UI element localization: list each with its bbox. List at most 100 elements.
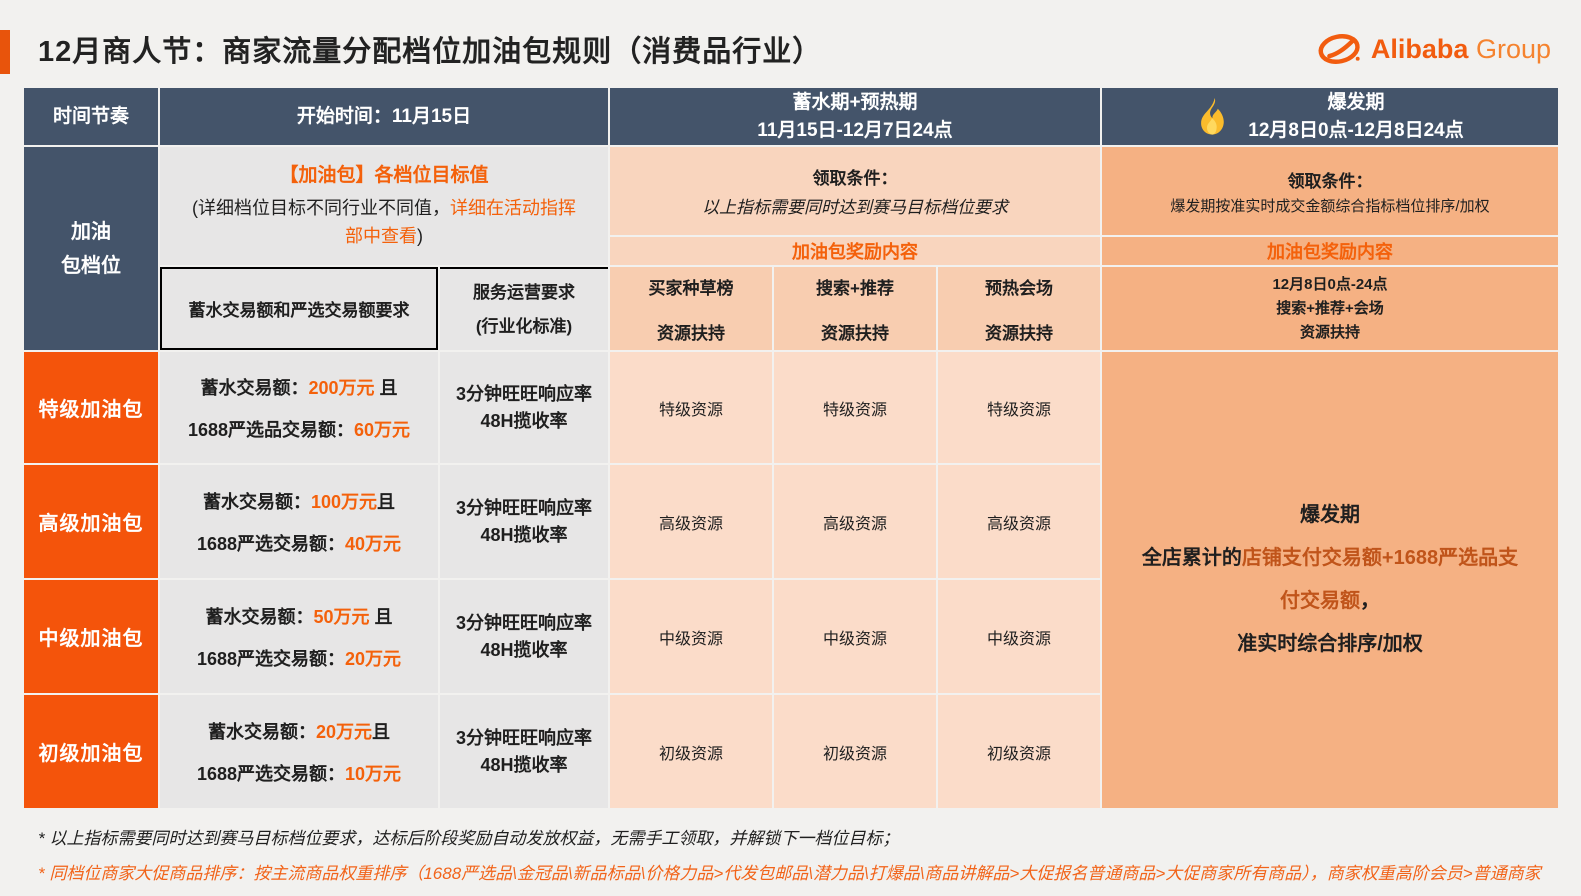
phase2-name: 爆发期 (1327, 91, 1385, 113)
phase2-claim-detail: 爆发期按准实时成交金额综合指标档位排序/加权 (1170, 197, 1490, 215)
phase1-claim-title: 领取条件： (812, 169, 898, 188)
rules-table: 时间节奏 开始时间：11月15日 蓄水期+预热期 11月15日-12月7日24点… (24, 88, 1558, 808)
req1-label: 蓄水交易额： (202, 491, 311, 512)
phase2-claim-cell: 领取条件： 爆发期按准实时成交金额综合指标档位排序/加权 (1102, 147, 1558, 235)
req1-label: 蓄水交易额： (200, 377, 309, 398)
header-phase2: 爆发期 12月8日0点-12月8日24点 (1102, 88, 1558, 145)
phase1-col-header-grass: 买家种草榜 资源扶持 (610, 267, 772, 350)
phase2-body-line2: 全店累计的店铺支付交易额+1688严选品支付交易额， (1136, 537, 1524, 623)
req-line1: 蓄水交易额：20万元且 (208, 718, 390, 744)
phase2-col-header-line2: 搜索+推荐+会场 (1276, 299, 1384, 317)
trade-requirement-header: 蓄水交易额和严选交易额要求 (160, 267, 438, 350)
service-line1: 3分钟旺旺响应率 (455, 727, 592, 748)
phase2-body-highlight: 店铺支付交易额+1688严选品支付交易额 (1241, 547, 1519, 612)
col-header-line1: 买家种草榜 (648, 278, 734, 298)
req2-value: 40万元 (345, 533, 402, 554)
phase1-reward-label: 加油包奖励内容 (610, 237, 1100, 265)
phase1-claim-detail: 以上指标需要同时达到赛马目标档位要求 (702, 198, 1008, 217)
req1-suffix: 且 (369, 606, 393, 627)
req-line2: 1688严选交易额：20万元 (197, 645, 401, 671)
req1-label: 蓄水交易额： (205, 606, 314, 627)
req2-label: 1688严选交易额： (196, 648, 345, 669)
tier-requirements: 蓄水交易额：200万元 且 1688严选品交易额：60万元 (160, 352, 438, 463)
req2-label: 1688严选交易额： (196, 763, 345, 784)
req1-value: 50万元 (313, 606, 370, 627)
footnote-1: * 以上指标需要同时达到赛马目标档位要求，达标后阶段奖励自动发放权益，无需手工领… (38, 829, 900, 848)
req1-label: 蓄水交易额： (207, 721, 316, 742)
tier-column-label-line2: 包档位 (61, 254, 121, 277)
footnote-2: * 同档位商家大促商品排序：按主流商品权重排序（1688严选品\金冠品\新品标品… (38, 863, 1541, 883)
req1-suffix: 且 (377, 491, 396, 512)
service-line2: 48H揽收率 (480, 410, 568, 431)
resource-cell: 中级资源 (774, 580, 936, 693)
service-line2: 48H揽收率 (480, 639, 568, 660)
phase2-body-prefix: 全店累计的 (1141, 547, 1242, 569)
phase2-body-line3: 准实时综合排序/加权 (1237, 633, 1423, 655)
req-line1: 蓄水交易额：100万元且 (203, 488, 395, 514)
resource-cell: 初级资源 (610, 695, 772, 808)
phase2-body-suffix: ， (1360, 590, 1380, 612)
req-line1: 蓄水交易额：200万元 且 (200, 374, 397, 400)
tier-requirements: 蓄水交易额：50万元 且 1688严选交易额：20万元 (160, 580, 438, 693)
target-value-cell: 【加油包】各档位目标值 (详细档位目标不同行业不同值，详细在活动指挥部中查看) (160, 147, 608, 265)
tier-service-requirement: 3分钟旺旺响应率 48H揽收率 (440, 465, 608, 578)
resource-cell: 特级资源 (938, 352, 1100, 463)
resource-cell: 初级资源 (938, 695, 1100, 808)
service-header-line1: 服务运营要求 (473, 282, 575, 302)
header-start-time: 开始时间：11月15日 (160, 88, 608, 145)
phase2-reward-label: 加油包奖励内容 (1102, 237, 1558, 265)
req2-value: 10万元 (345, 763, 402, 784)
page-title: 12月商人节：商家流量分配档位加油包规则（消费品行业） (38, 36, 823, 68)
tier-service-requirement: 3分钟旺旺响应率 48H揽收率 (440, 580, 608, 693)
col-header-line1: 搜索+推荐 (816, 278, 894, 298)
footnotes: * 以上指标需要同时达到赛马目标档位要求，达标后阶段奖励自动发放权益，无需手工领… (38, 822, 1558, 892)
logo-suffix: Group (1475, 33, 1551, 64)
phase2-claim-title: 领取条件： (1287, 171, 1373, 191)
resource-cell: 特级资源 (774, 352, 936, 463)
tier-column-label: 加油 包档位 (24, 147, 158, 350)
header-phase1: 蓄水期+预热期 11月15日-12月7日24点 (610, 88, 1100, 145)
tier-label-mid: 中级加油包 (24, 580, 158, 693)
header-time-label: 时间节奏 (24, 88, 158, 145)
phase1-name: 蓄水期+预热期 (792, 91, 918, 113)
tier-column-label-line1: 加油 (71, 220, 111, 243)
req1-suffix: 且 (374, 377, 398, 398)
phase2-col-header: 12月8日0点-24点 搜索+推荐+会场 资源扶持 (1102, 267, 1558, 350)
tier-label-high: 高级加油包 (24, 465, 158, 578)
phase2-body-line1: 爆发期 (1300, 504, 1360, 526)
phase1-col-header-search: 搜索+推荐 资源扶持 (774, 267, 936, 350)
col-header-line1: 预热会场 (985, 278, 1053, 298)
resource-cell: 高级资源 (938, 465, 1100, 578)
target-detail-link: 详细在活动指挥部中查看 (345, 197, 576, 246)
tier-requirements: 蓄水交易额：20万元且 1688严选交易额：10万元 (160, 695, 438, 808)
phase1-claim-cell: 领取条件： 以上指标需要同时达到赛马目标档位要求 (610, 147, 1100, 235)
phase2-col-header-line1: 12月8日0点-24点 (1272, 275, 1388, 293)
resource-cell: 高级资源 (774, 465, 936, 578)
req-line2: 1688严选交易额：40万元 (197, 530, 401, 556)
req-line1: 蓄水交易额：50万元 且 (205, 603, 392, 629)
logo-brand: Alibaba (1370, 33, 1469, 64)
tier-label-basic: 初级加油包 (24, 695, 158, 808)
target-detail-prefix: (详细档位目标不同行业不同值， (192, 197, 450, 218)
service-line1: 3分钟旺旺响应率 (455, 383, 592, 404)
resource-cell: 中级资源 (938, 580, 1100, 693)
req2-value: 20万元 (345, 648, 402, 669)
phase2-body-cell: 爆发期 全店累计的店铺支付交易额+1688严选品支付交易额， 准实时综合排序/加… (1102, 352, 1558, 808)
col-header-line2: 资源扶持 (821, 323, 889, 343)
target-title: 【加油包】各档位目标值 (279, 165, 489, 187)
target-detail-suffix: ) (417, 225, 423, 246)
resource-cell: 初级资源 (774, 695, 936, 808)
phase2-reward-label-text: 加油包奖励内容 (1267, 242, 1393, 262)
service-line2: 48H揽收率 (480, 754, 568, 775)
logo-text: Alibaba Group (1371, 34, 1551, 65)
service-line1: 3分钟旺旺响应率 (455, 612, 592, 633)
req-line2: 1688严选交易额：10万元 (197, 760, 401, 786)
phase2-dates: 12月8日0点-12月8日24点 (1248, 119, 1464, 141)
phase2-col-header-line3: 资源扶持 (1299, 323, 1360, 341)
resource-cell: 中级资源 (610, 580, 772, 693)
alibaba-logo-icon (1318, 34, 1360, 64)
req-line2: 1688严选品交易额：60万元 (188, 416, 410, 442)
flame-icon (1201, 97, 1225, 135)
phase1-dates: 11月15日-12月7日24点 (757, 119, 953, 141)
req2-value: 60万元 (354, 419, 411, 440)
